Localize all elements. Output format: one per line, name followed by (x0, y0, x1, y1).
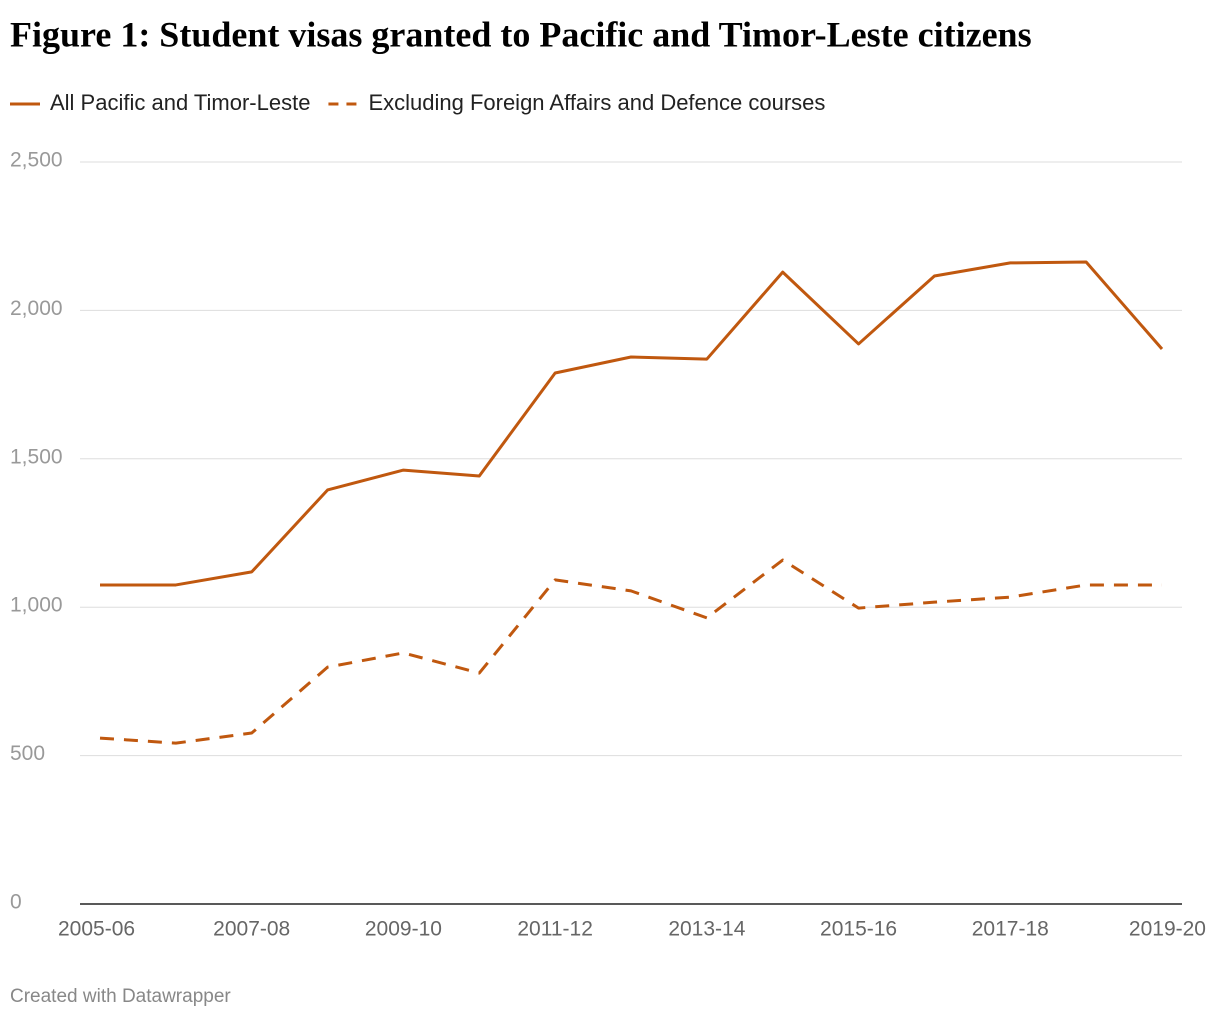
x-tick-label: 2017-18 (972, 918, 1049, 941)
y-tick-label: 0 (10, 891, 22, 914)
y-tick-label: 2,500 (10, 149, 63, 172)
series-line (99, 558, 1162, 745)
y-tick-label: 1,000 (10, 594, 63, 617)
x-tick-label: 2019-20 (1129, 918, 1206, 941)
x-tick-label: 2011-12 (517, 918, 593, 941)
x-tick-label: 2005-06 (58, 918, 135, 941)
legend-label: All Pacific and Timor-Leste (50, 90, 310, 115)
x-tick-label: 2013-14 (668, 918, 745, 941)
x-tick-label: 2009-10 (365, 918, 442, 941)
series-line (100, 260, 1164, 587)
y-tick-label: 1,500 (10, 445, 63, 468)
chart-title: Figure 1: Student visas granted to Pacif… (10, 14, 1032, 54)
y-tick-label: 500 (10, 742, 45, 765)
x-tick-label: 2015-16 (820, 918, 897, 941)
credit: Created with Datawrapper (10, 986, 231, 1007)
legend-label: Excluding Foreign Affairs and Defence co… (368, 90, 825, 115)
x-tick-label: 2007-08 (213, 918, 290, 941)
y-tick-label: 2,000 (10, 297, 63, 320)
